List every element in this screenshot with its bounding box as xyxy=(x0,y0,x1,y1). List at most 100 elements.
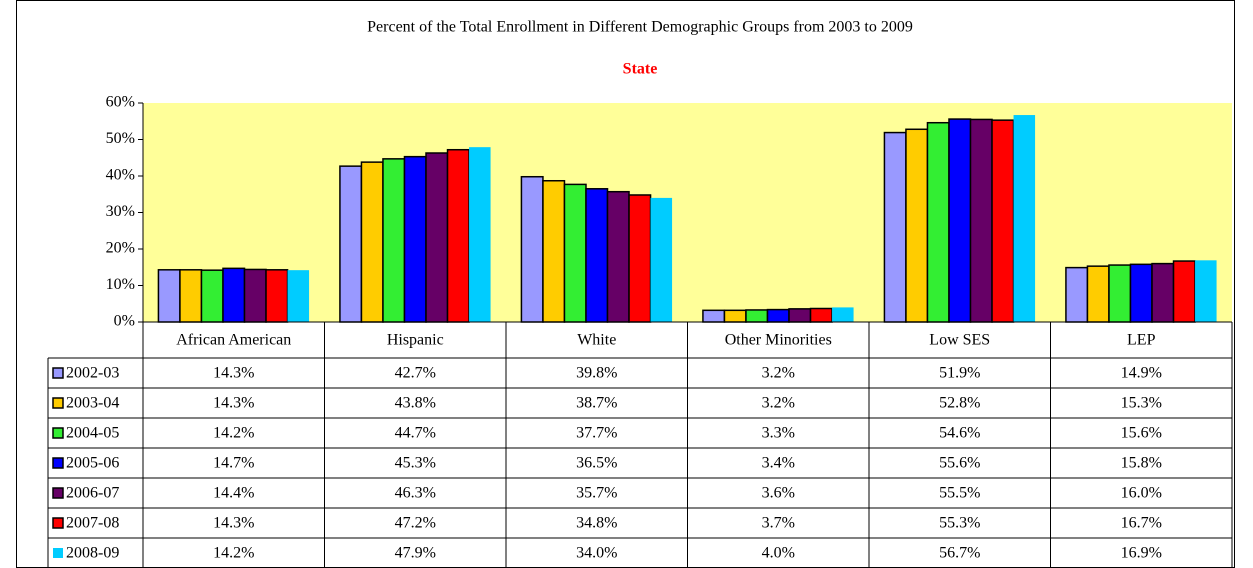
bar xyxy=(1108,264,1132,323)
bar xyxy=(969,118,993,323)
bar xyxy=(628,194,652,323)
table-cell: 52.8% xyxy=(939,395,980,412)
table-cell: 38.7% xyxy=(576,395,617,412)
table-cell: 15.6% xyxy=(1121,425,1162,442)
bar xyxy=(382,158,406,323)
table-cell: 14.4% xyxy=(213,485,254,502)
bar xyxy=(832,307,854,322)
legend-label: 2003-04 xyxy=(66,395,119,412)
bar xyxy=(360,161,384,323)
bar xyxy=(520,175,544,323)
x-tick-label: African American xyxy=(176,332,291,349)
bar xyxy=(650,197,673,322)
legend-label: 2006-07 xyxy=(66,485,119,502)
table-cell: 47.9% xyxy=(395,545,436,562)
table-cell: 34.0% xyxy=(576,545,617,562)
bar xyxy=(265,269,289,323)
bar xyxy=(809,307,833,323)
table-cell: 55.3% xyxy=(939,515,980,532)
bar xyxy=(991,119,1015,323)
table-cell: 4.0% xyxy=(762,545,795,562)
bar xyxy=(1086,265,1110,323)
legend-swatch xyxy=(52,457,64,469)
table-cell: 14.9% xyxy=(1121,365,1162,382)
table-cell: 54.6% xyxy=(939,425,980,442)
x-tick-label: LEP xyxy=(1127,332,1156,349)
x-tick-label: Hispanic xyxy=(387,332,444,349)
table-cell: 15.3% xyxy=(1121,395,1162,412)
table-cell: 14.3% xyxy=(213,515,254,532)
y-tick-label: 30% xyxy=(106,203,135,220)
table-cell: 3.2% xyxy=(762,395,795,412)
bar xyxy=(243,268,267,323)
y-tick-label: 0% xyxy=(114,313,135,330)
bar xyxy=(948,118,972,323)
table-cell: 43.8% xyxy=(395,395,436,412)
legend-label: 2002-03 xyxy=(66,365,119,382)
bar xyxy=(585,188,609,323)
table-cell: 14.3% xyxy=(213,365,254,382)
table-cell: 35.7% xyxy=(576,485,617,502)
y-tick-label: 40% xyxy=(106,167,135,184)
bar xyxy=(157,269,181,323)
table-cell: 45.3% xyxy=(395,455,436,472)
table-cell: 46.3% xyxy=(395,485,436,502)
bar xyxy=(606,190,630,323)
bar xyxy=(1065,266,1089,323)
table-cell: 34.8% xyxy=(576,515,617,532)
bar xyxy=(788,308,812,323)
chart-title: Percent of the Total Enrollment in Diffe… xyxy=(367,19,913,36)
legend-label: 2008-09 xyxy=(66,545,119,562)
bar xyxy=(469,147,491,322)
bar xyxy=(1151,262,1175,323)
bar xyxy=(425,152,449,323)
bar xyxy=(1172,260,1196,323)
table-cell: 47.2% xyxy=(395,515,436,532)
table-cell: 3.7% xyxy=(762,515,795,532)
legend-swatch xyxy=(52,487,64,499)
bar xyxy=(222,267,246,323)
bar xyxy=(1195,260,1217,322)
table-cell: 56.7% xyxy=(939,545,980,562)
table-cell: 51.9% xyxy=(939,365,980,382)
table-cell: 37.7% xyxy=(576,425,617,442)
x-tick-label: Low SES xyxy=(929,332,990,349)
bar xyxy=(339,165,363,323)
legend-label: 2005-06 xyxy=(66,455,119,472)
table-cell: 3.4% xyxy=(762,455,795,472)
table-cell: 16.9% xyxy=(1121,545,1162,562)
table-cell: 42.7% xyxy=(395,365,436,382)
table-cell: 55.5% xyxy=(939,485,980,502)
bar xyxy=(563,183,587,323)
table-cell: 44.7% xyxy=(395,425,436,442)
table-cell: 55.6% xyxy=(939,455,980,472)
bar xyxy=(905,128,929,323)
table-cell: 14.2% xyxy=(213,425,254,442)
y-tick-label: 20% xyxy=(106,240,135,257)
bar xyxy=(287,270,310,322)
table-cell: 39.8% xyxy=(576,365,617,382)
bar xyxy=(766,308,790,323)
legend-swatch xyxy=(53,548,63,558)
bar xyxy=(1129,263,1153,323)
legend-swatch xyxy=(52,367,64,379)
bar xyxy=(926,121,950,323)
y-tick-label: 60% xyxy=(106,94,135,111)
bar xyxy=(702,309,726,323)
bar xyxy=(200,269,224,323)
y-tick-label: 10% xyxy=(106,276,135,293)
bar xyxy=(403,155,427,323)
plot-area xyxy=(143,103,1232,322)
bar xyxy=(723,309,747,323)
table-cell: 36.5% xyxy=(576,455,617,472)
table-cell: 16.0% xyxy=(1121,485,1162,502)
legend-swatch xyxy=(52,427,64,439)
table-cell: 14.3% xyxy=(213,395,254,412)
table-cell: 3.6% xyxy=(762,485,795,502)
legend-swatch xyxy=(52,517,64,529)
table-cell: 3.2% xyxy=(762,365,795,382)
bar xyxy=(542,179,566,323)
legend-label: 2004-05 xyxy=(66,425,119,442)
chart-subtitle: State xyxy=(623,61,658,78)
